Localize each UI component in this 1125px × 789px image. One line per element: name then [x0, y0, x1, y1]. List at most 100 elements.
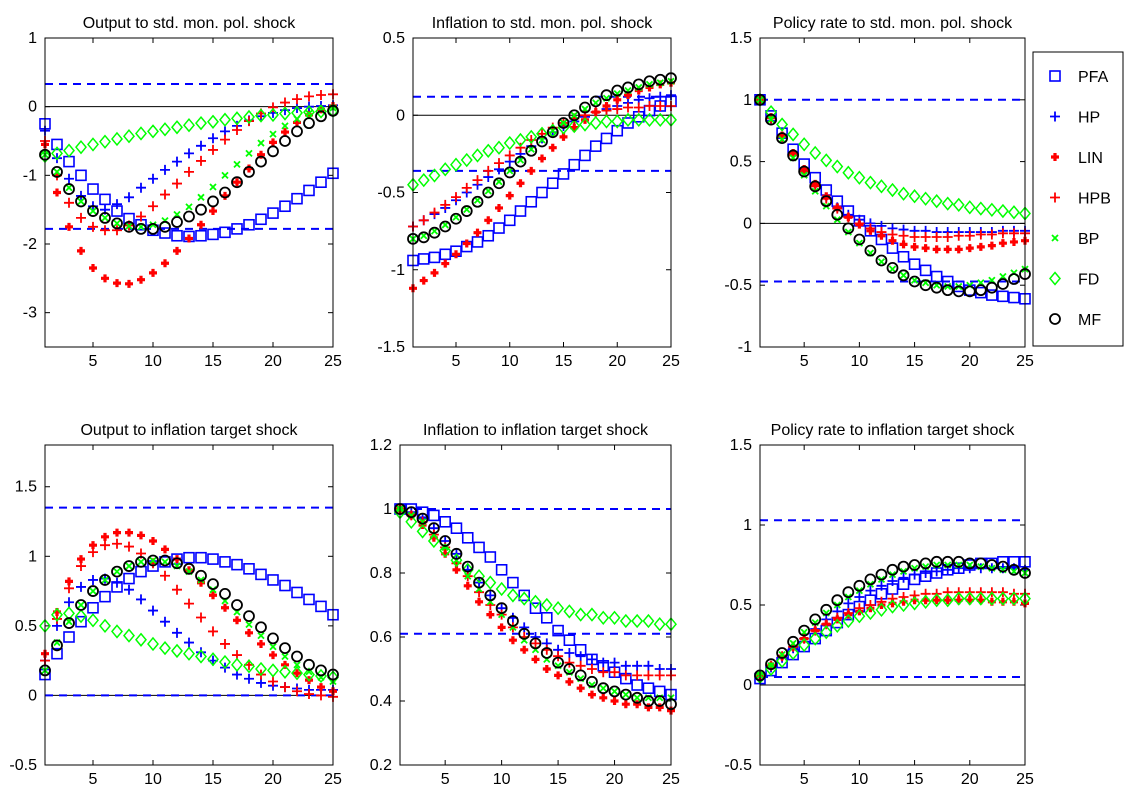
- point-bp-8: [484, 187, 492, 195]
- point-lin-20: [269, 138, 277, 147]
- point-pfa-15: [557, 168, 570, 180]
- point-hp-15: [208, 133, 218, 144]
- axes-frame: [44, 444, 334, 766]
- point-hp-12: [519, 622, 530, 633]
- point-lin-23: [644, 703, 653, 712]
- x-tick-label: 10: [144, 353, 162, 370]
- point-pfa-5: [87, 601, 99, 614]
- point-hpb-9: [843, 608, 854, 618]
- point-hp-21: [620, 660, 631, 671]
- point-fd-23: [642, 613, 655, 629]
- point-pfa-8: [482, 229, 495, 242]
- point-mf-15: [552, 656, 564, 669]
- point-bp-14: [549, 127, 557, 135]
- point-mf-22: [985, 281, 998, 294]
- point-pfa-21: [279, 579, 291, 592]
- point-bp-2: [767, 115, 775, 124]
- point-hpb-13: [887, 229, 898, 240]
- point-hp-8: [124, 584, 134, 595]
- point-hp-3: [64, 173, 74, 184]
- point-mf-14: [897, 269, 910, 282]
- point-bp-24: [1010, 567, 1018, 576]
- point-hpb-2: [418, 215, 429, 226]
- point-hpb-2: [52, 613, 62, 624]
- x-tick-label: 20: [264, 353, 282, 370]
- point-mf-24: [654, 73, 667, 86]
- point-fd-3: [416, 524, 429, 539]
- point-mf-3: [776, 132, 788, 145]
- point-fd-9: [484, 575, 497, 590]
- point-lin-10: [505, 191, 514, 200]
- x-tick-label: 5: [89, 353, 98, 370]
- point-mf-4: [439, 220, 452, 233]
- point-mf-4: [787, 149, 800, 162]
- point-fd-23: [996, 203, 1009, 219]
- axes-frame: [412, 37, 672, 348]
- point-bp-14: [197, 193, 205, 201]
- point-pfa-8: [123, 572, 135, 585]
- point-hpb-21: [623, 102, 633, 113]
- point-lin-21: [621, 700, 630, 709]
- point-pfa-18: [243, 218, 255, 231]
- point-hpb-24: [316, 89, 326, 100]
- point-fd-15: [207, 114, 219, 129]
- series-hp: [40, 573, 338, 695]
- point-pfa-24: [1008, 291, 1020, 304]
- point-fd-20: [608, 610, 621, 625]
- point-hp-7: [112, 199, 122, 210]
- point-hp-14: [196, 647, 206, 658]
- point-hpb-23: [997, 228, 1008, 239]
- point-mf-9: [842, 222, 855, 235]
- point-hpb-19: [598, 667, 609, 678]
- point-hpb-18: [942, 587, 953, 598]
- point-bp-18: [245, 620, 253, 629]
- point-hpb-24: [655, 100, 666, 111]
- point-lin-16: [570, 123, 579, 132]
- point-bp-19: [257, 631, 265, 640]
- series-lin: [41, 528, 337, 696]
- point-pfa-14: [195, 229, 207, 242]
- legend-entry-mf: MF: [1049, 312, 1101, 329]
- point-lin-8: [475, 597, 484, 606]
- point-hpb-4: [76, 561, 86, 572]
- point-fd-6: [809, 145, 822, 161]
- point-hp-13: [184, 148, 194, 159]
- point-pfa-4: [439, 248, 452, 261]
- point-fd-18: [243, 109, 255, 125]
- point-hpb-5: [88, 547, 98, 558]
- point-hpb-10: [148, 201, 158, 212]
- point-hpb-4: [76, 212, 86, 223]
- point-mf-5: [798, 624, 811, 637]
- point-hpb-12: [876, 227, 887, 238]
- point-mf-22: [985, 559, 998, 571]
- point-mf-12: [875, 568, 888, 581]
- point-pfa-22: [986, 289, 998, 301]
- point-lin-17: [576, 684, 585, 693]
- point-fd-17: [930, 593, 943, 608]
- point-mf-18: [941, 555, 954, 568]
- point-hp-23: [643, 660, 654, 671]
- point-pfa-23: [997, 290, 1009, 303]
- point-lin-21: [976, 242, 985, 251]
- point-mf-12: [525, 144, 538, 157]
- x-tick-label: 15: [906, 353, 924, 370]
- y-tick-label: -0.5: [724, 277, 752, 294]
- point-hpb-12: [876, 596, 887, 607]
- point-fd-12: [525, 129, 538, 145]
- point-fd-9: [842, 613, 855, 629]
- point-mf-17: [231, 176, 243, 189]
- point-pfa-18: [243, 563, 255, 575]
- point-pfa-24: [315, 176, 327, 188]
- point-hp-15: [909, 569, 920, 580]
- panel-title: Output to inflation target shock: [80, 422, 298, 439]
- point-hp-3: [64, 597, 74, 608]
- point-fd-14: [195, 115, 207, 131]
- axes-frame: [759, 444, 1026, 766]
- x-tick-label: 5: [452, 353, 461, 370]
- point-fd-5: [798, 637, 811, 653]
- point-fd-14: [195, 649, 207, 664]
- point-lin-16: [221, 603, 229, 612]
- point-pfa-19: [255, 568, 267, 581]
- point-fd-20: [267, 663, 279, 678]
- point-hpb-18: [244, 116, 254, 127]
